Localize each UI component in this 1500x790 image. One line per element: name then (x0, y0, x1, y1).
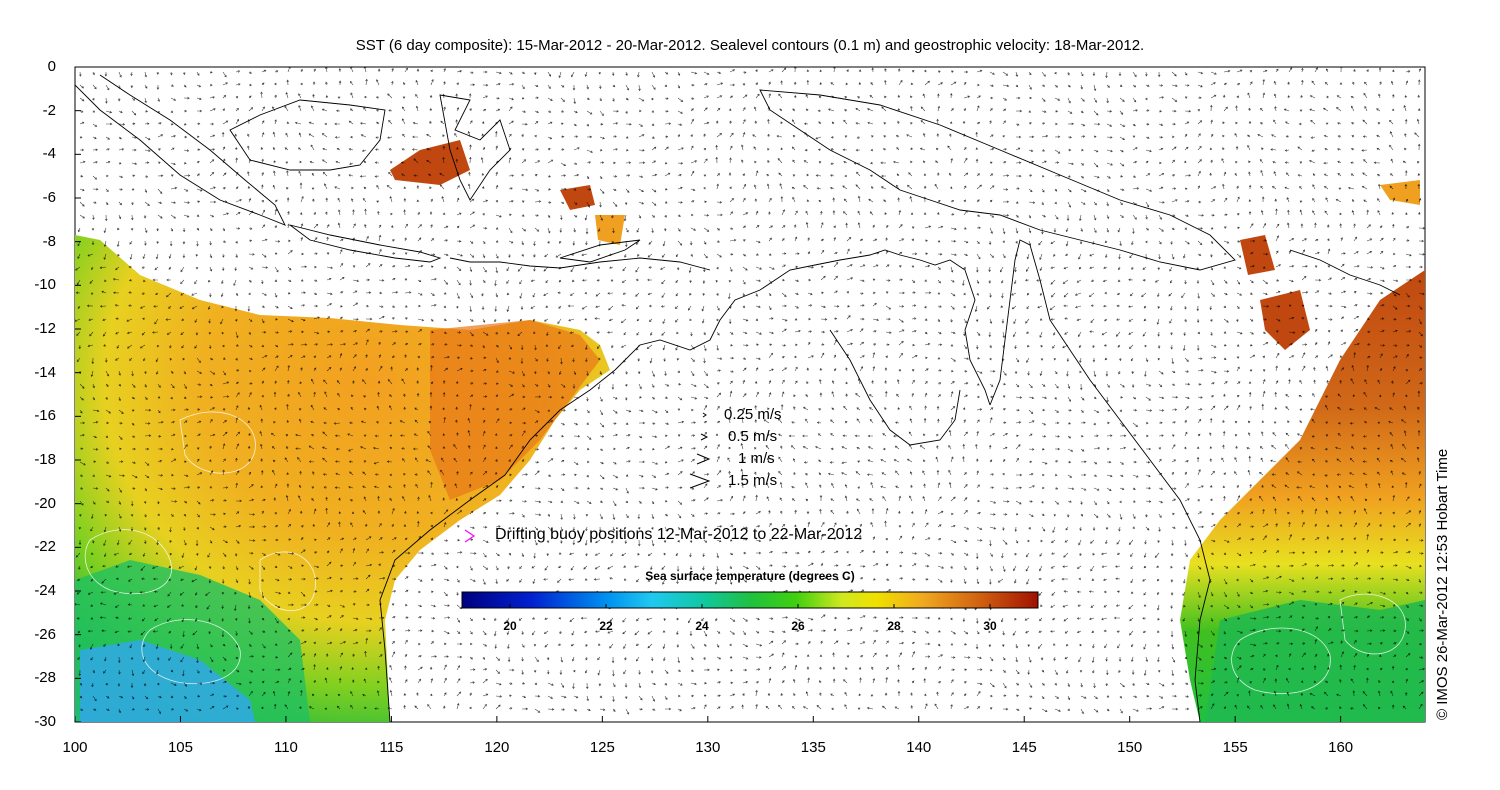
y-tick-label: -4 (42, 145, 56, 163)
sst-colorbar (461, 591, 1039, 609)
map-title: SST (6 day composite): 15-Mar-2012 - 20-… (355, 37, 1145, 54)
coast-java (289, 224, 442, 263)
x-tick-label: 135 (800, 739, 826, 756)
coast-sunda (449, 257, 711, 271)
y-tick-label: -14 (34, 363, 56, 381)
velocity-legend-label-2: 1 m/s (738, 450, 775, 467)
velocity-legend-label-1: 0.5 m/s (728, 428, 778, 445)
buoy-legend-label: Drifting buoy positions 12-Mar-2012 to 2… (495, 526, 863, 543)
y-tick-label: -22 (34, 538, 56, 556)
coast-sulawesi (439, 94, 511, 201)
coastlines (75, 74, 1401, 722)
buoy-legend-marker (464, 529, 476, 543)
velocity-legend-label-0: 0.25 m/s (724, 406, 782, 423)
colorbar-tick-label: 28 (887, 619, 901, 633)
sst-field-warm-coast-west (430, 320, 600, 500)
x-tick-label: 105 (167, 739, 193, 756)
y-tick-label: 0 (47, 58, 56, 75)
sst-patch-5 (1260, 290, 1310, 350)
sealevel-contours (84, 411, 1406, 695)
y-axis-marks (75, 66, 81, 723)
x-tick-label: 120 (484, 739, 510, 756)
credit-text: © IMOS 26-Mar-2012 12:53 Hobart Time (1434, 448, 1451, 720)
y-tick-label: -26 (34, 625, 56, 643)
x-tick-label: 155 (1222, 739, 1248, 756)
coast-timor (559, 239, 641, 263)
velocity-legend-label-3: 1.5 m/s (728, 472, 778, 489)
legend-arrow-15 (689, 473, 711, 489)
coast-cape-york (989, 239, 1211, 722)
colorbar-tick-marks (509, 604, 991, 608)
y-tick-label: -28 (34, 669, 56, 687)
coast-australia-north (379, 249, 991, 722)
coast-borneo (229, 99, 386, 171)
x-tick-label: 125 (589, 739, 615, 756)
coast-solomons (1289, 249, 1401, 296)
y-tick-label: -8 (42, 232, 56, 250)
colorbar-tick-label: 26 (791, 619, 805, 633)
velocity-arrows (75, 67, 1425, 715)
velocity-legend-arrows (689, 412, 711, 489)
legend-arrow-025 (702, 412, 707, 418)
y-tick-label: -16 (34, 407, 56, 425)
y-tick-label: -12 (34, 320, 56, 337)
y-tick-label: -10 (34, 276, 56, 294)
x-tick-label: 145 (1011, 739, 1037, 756)
x-tick-label: 130 (695, 739, 721, 756)
y-tick-label: -20 (34, 494, 56, 512)
x-tick-label: 100 (62, 739, 88, 756)
y-tick-label: -2 (42, 101, 56, 119)
colorbar-title: Sea surface temperature (degrees C) (645, 569, 855, 583)
coast-gulf (829, 329, 961, 446)
legend-arrow-1 (696, 453, 711, 465)
y-tick-label: -24 (34, 582, 56, 599)
x-tick-label: 115 (379, 739, 404, 756)
y-tick-label: -18 (34, 451, 56, 468)
x-tick-label: 110 (273, 739, 298, 756)
coast-sumatra (75, 74, 286, 226)
sst-patch-4 (1240, 235, 1275, 275)
x-tick-label: 160 (1328, 739, 1354, 756)
sst-patch-2 (560, 185, 595, 210)
colorbar-tick-label: 20 (503, 619, 517, 633)
x-tick-label: 140 (906, 739, 932, 756)
y-tick-label: -6 (42, 189, 56, 206)
velocity-arrow-field (75, 67, 1425, 715)
legend-arrow-05 (700, 433, 709, 441)
x-tick-label: 150 (1117, 739, 1143, 756)
colorbar-tick-label: 22 (599, 619, 613, 633)
colorbar-tick-label: 24 (695, 619, 709, 633)
sst-patch-3 (595, 215, 625, 245)
x-axis-marks (74, 716, 1342, 722)
coast-new-guinea (759, 89, 1236, 271)
y-tick-label: -30 (34, 713, 56, 730)
colorbar-tick-label: 30 (983, 619, 997, 633)
sst-field-cool-patch (80, 640, 255, 722)
